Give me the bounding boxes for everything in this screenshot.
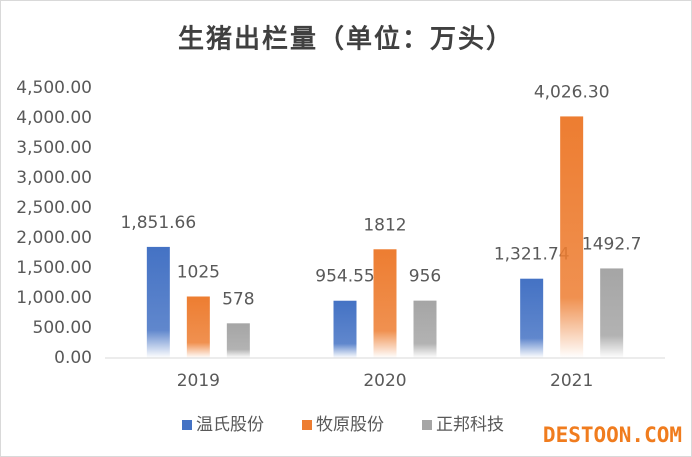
value-label: 954.55 [315,267,374,287]
bar [333,300,357,358]
legend-label: 正邦科技 [436,415,504,435]
y-tick-label: 2,000.00 [16,228,92,248]
value-label: 4,026.30 [534,82,610,102]
bar [600,268,624,358]
y-tick-label: 3,500.00 [16,138,92,158]
watermark: DESTOON.COM [543,423,682,447]
bar [560,116,584,358]
y-tick-label: 4,500.00 [16,78,92,98]
y-tick-label: 1,500.00 [16,258,92,278]
value-label: 1492.7 [582,234,641,254]
y-tick-label: 500.00 [33,318,92,338]
value-label: 578 [222,289,254,309]
value-label: 1,321.74 [494,245,570,265]
x-tick-label: 2020 [363,371,406,391]
value-label: 1812 [363,215,406,235]
bar [186,296,210,358]
bar [413,300,437,358]
chart-title: 生猪出栏量（单位：万头） [178,24,514,55]
x-tick-label: 2019 [177,371,220,391]
y-tick-label: 2,500.00 [16,198,92,218]
y-tick-label: 1,000.00 [16,288,92,308]
y-tick-label: 4,000.00 [16,108,92,128]
x-tick-label: 2021 [550,371,593,391]
legend-label: 牧原股份 [316,415,384,435]
bar [520,278,544,358]
bar [226,323,250,358]
value-label: 1025 [177,263,220,283]
y-tick-label: 0.00 [54,348,92,368]
bar [373,249,397,358]
bar [146,246,170,358]
value-label: 1,851.66 [120,213,196,233]
legend-swatch [182,420,192,430]
legend-swatch [422,420,432,430]
value-label: 956 [409,267,441,287]
y-tick-label: 3,000.00 [16,168,92,188]
legend-label: 温氏股份 [196,415,264,435]
legend-swatch [302,420,312,430]
